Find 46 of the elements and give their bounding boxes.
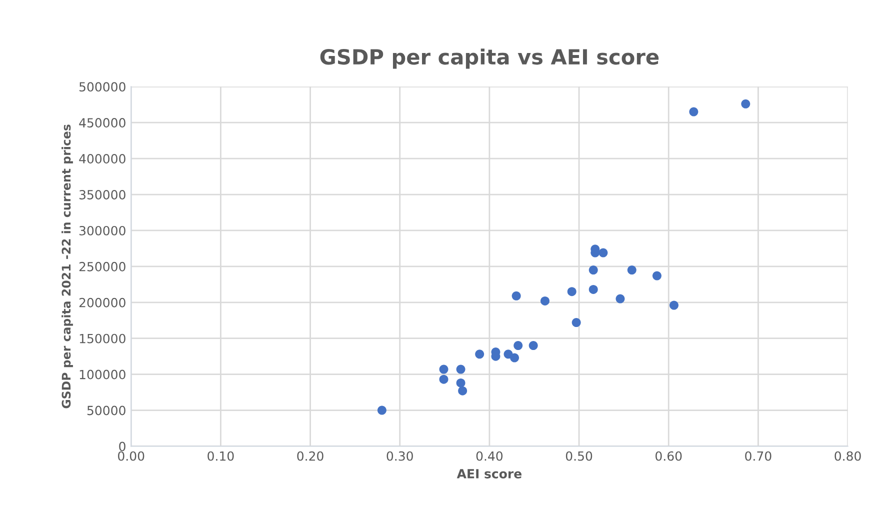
y-tick-label: 400000 [79, 154, 126, 164]
point [567, 287, 576, 296]
y-tick-label: 450000 [79, 118, 126, 128]
point [669, 300, 678, 310]
point [598, 248, 608, 258]
x-tick-label: 0.10 [208, 451, 234, 461]
y-axis-title: GSDP per capita 2021 -22 in current prices [62, 124, 73, 408]
y-tick-label: 250000 [79, 262, 126, 272]
y-tick-label: 0 [119, 442, 126, 452]
point [616, 294, 625, 304]
y-tick-label: 300000 [79, 226, 126, 236]
x-tick-label: 0.50 [566, 451, 592, 461]
point [510, 353, 520, 362]
point [458, 386, 468, 396]
point [439, 364, 448, 374]
point [439, 374, 448, 384]
x-tick-label: 0.30 [386, 451, 413, 461]
x-tick-label: 0.80 [834, 451, 861, 461]
x-tick-label: 0.70 [745, 451, 772, 461]
y-tick-label: 350000 [79, 190, 126, 200]
point [514, 341, 523, 350]
x-tick-label: 0.20 [297, 451, 324, 461]
point [588, 284, 598, 294]
x-tick-label: 0.60 [656, 451, 682, 461]
point [512, 291, 521, 300]
point [588, 266, 598, 275]
point [528, 341, 538, 350]
x-axis-title: AEI score [456, 469, 522, 478]
x-tick-label: 0.40 [476, 451, 503, 461]
point [377, 406, 386, 415]
y-tick-label: 50000 [87, 406, 126, 416]
point [456, 378, 466, 388]
y-tick-label: 200000 [79, 298, 126, 308]
y-tick-label: 100000 [80, 370, 126, 380]
x-tick-label: 0.00 [118, 451, 144, 461]
point [475, 350, 484, 359]
y-tick-label: 150000 [80, 334, 126, 344]
y-tick-label: 500000 [79, 82, 126, 92]
chart-title: GSDP per capita vs AEI score [320, 48, 659, 69]
point [456, 364, 466, 374]
point [572, 318, 581, 328]
point [540, 296, 550, 306]
point [741, 99, 750, 108]
point [689, 107, 698, 116]
point [652, 271, 662, 280]
point [627, 266, 636, 275]
